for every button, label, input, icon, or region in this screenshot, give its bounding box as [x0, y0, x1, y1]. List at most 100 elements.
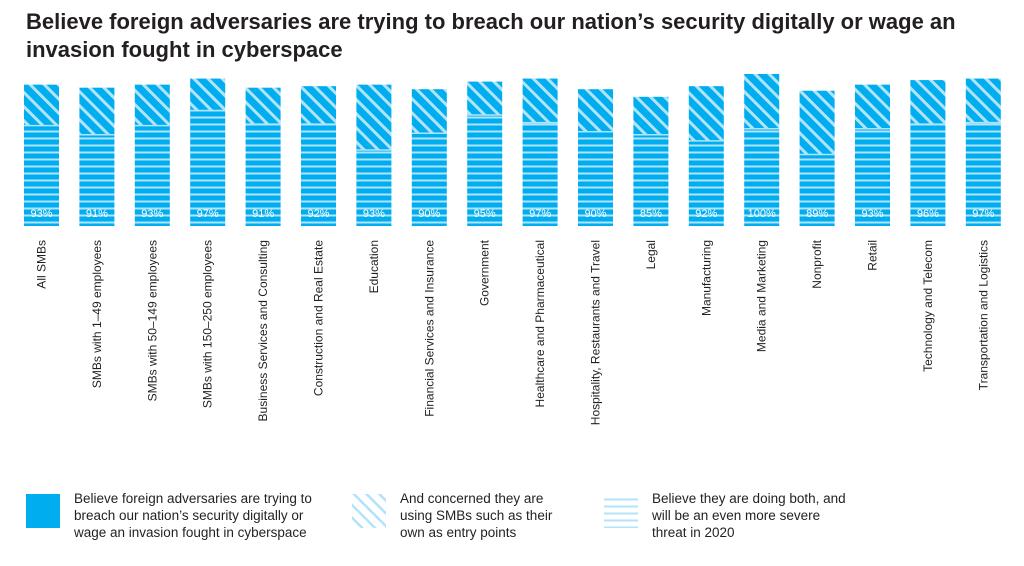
bar-segment-diagonal	[578, 89, 613, 132]
legend-label: Believe foreign adversaries are trying t…	[74, 491, 312, 540]
bar-value-label: 97%	[529, 208, 551, 220]
bar-segment-horizontal	[356, 150, 392, 226]
bar-segment-diagonal	[855, 84, 890, 129]
legend-item-diagonal: And concerned they are using SMBs such a…	[352, 490, 570, 541]
bar-segment-horizontal	[79, 134, 115, 226]
bar-segment-horizontal	[855, 128, 890, 226]
bar-value-label: 93%	[363, 208, 385, 220]
x-tick-label: SMBs with 50–149 employees	[145, 240, 159, 401]
bar-value-label: 97%	[197, 208, 219, 220]
x-tick-label: Construction and Real Estate	[312, 240, 326, 396]
bar-segment-diagonal	[688, 86, 724, 141]
bar-segment-horizontal	[744, 128, 780, 226]
bar-segment-diagonal	[633, 96, 669, 135]
bar-segment-diagonal	[799, 90, 835, 155]
legend-label: Believe they are doing both, and will be…	[652, 491, 846, 540]
legend-item-horizontal: Believe they are doing both, and will be…	[604, 490, 852, 541]
bar-segment-diagonal	[522, 78, 558, 123]
bar-value-label: 97%	[972, 208, 994, 220]
legend-swatch-diagonal	[352, 494, 386, 528]
bar-0: 93%	[24, 84, 59, 226]
bar-1: 91%	[79, 87, 115, 226]
bar-11: 85%	[633, 96, 669, 226]
bar-segment-horizontal	[24, 125, 59, 226]
bar-8: 95%	[467, 81, 503, 226]
legend: Believe foreign adversaries are trying t…	[0, 490, 1024, 566]
bar-segment-horizontal	[245, 124, 281, 226]
x-axis-labels: All SMBs SMBs with 1–49 employees SMBs wit…	[35, 239, 991, 425]
bar-segment-diagonal	[134, 84, 170, 126]
bar-segment-horizontal	[688, 140, 724, 226]
bar-value-label: 92%	[307, 208, 329, 220]
bar-segment-horizontal	[578, 131, 613, 226]
x-tick-label: Financial Services and Insurance	[422, 240, 436, 417]
x-tick-label: Retail	[866, 240, 880, 271]
chart-title: Believe foreign adversaries are trying t…	[26, 9, 956, 62]
x-tick-label: Technology and Telecom	[921, 240, 935, 372]
bar-segment-diagonal	[356, 84, 392, 150]
bar-17: 97%	[965, 78, 1001, 226]
bar-segment-horizontal	[965, 122, 1001, 226]
bar-2: 93%	[134, 84, 170, 226]
bar-segment-horizontal	[522, 122, 558, 226]
bar-segment-diagonal	[24, 84, 59, 126]
bar-4: 91%	[245, 87, 281, 226]
bar-segment-horizontal	[411, 133, 447, 226]
bar-12: 92%	[688, 86, 724, 226]
bar-segment-diagonal	[411, 89, 447, 134]
bar-13: 100%	[744, 74, 780, 226]
legend-item-solid: Believe foreign adversaries are trying t…	[26, 490, 332, 541]
bar-value-label: 93%	[30, 208, 52, 220]
bar-value-label: 93%	[861, 208, 883, 220]
bar-segment-horizontal	[190, 110, 226, 226]
x-tick-label: Transportation and Logistics	[976, 240, 990, 390]
bar-3: 97%	[190, 78, 226, 226]
bar-value-label: 92%	[695, 208, 717, 220]
bar-value-label: 90%	[584, 208, 606, 220]
bar-segment-diagonal	[79, 87, 115, 135]
bar-14: 89%	[799, 90, 835, 226]
bar-segment-diagonal	[301, 86, 336, 125]
bar-segment-horizontal	[633, 134, 669, 226]
bar-segment-horizontal	[910, 124, 946, 226]
bar-value-label: 95%	[474, 208, 496, 220]
x-tick-label: SMBs with 1–49 employees	[90, 240, 104, 388]
bar-16: 96%	[910, 80, 946, 226]
stacked-bar-chart: 93% 91% 93% 97% 91% 92% 93% 90% 95% 97% 90% 85% 92% 1…	[24, 74, 1001, 425]
bar-segment-diagonal	[467, 81, 503, 116]
x-tick-label: Government	[478, 239, 492, 306]
bar-10: 90%	[578, 89, 613, 226]
bar-segment-horizontal	[799, 154, 835, 226]
bar-value-label: 100%	[748, 208, 776, 220]
bar-5: 92%	[301, 86, 336, 226]
bar-segment-diagonal	[190, 78, 226, 111]
bar-value-label: 89%	[806, 208, 828, 220]
x-tick-label: Nonprofit	[810, 239, 824, 288]
bar-segment-diagonal	[744, 74, 780, 129]
x-tick-label: All SMBs	[35, 240, 49, 289]
bar-segment-horizontal	[134, 125, 170, 226]
bar-value-label: 91%	[86, 208, 108, 220]
bar-segment-horizontal	[467, 115, 503, 226]
bars-group: 93% 91% 93% 97% 91% 92% 93% 90% 95% 97% 90% 85% 92% 1…	[24, 74, 1001, 226]
legend-swatch-horizontal	[604, 494, 638, 528]
bar-9: 97%	[522, 78, 558, 226]
bar-segment-diagonal	[245, 87, 281, 125]
bar-segment-diagonal	[910, 80, 946, 125]
bar-15: 93%	[855, 84, 890, 226]
legend-swatch-solid	[26, 494, 60, 528]
x-tick-label: Media and Marketing	[755, 240, 769, 352]
bar-7: 90%	[411, 89, 447, 226]
bar-value-label: 85%	[640, 208, 662, 220]
x-tick-label: Hospitality, Restaurants and Travel	[589, 240, 603, 425]
bar-value-label: 90%	[418, 208, 440, 220]
bar-segment-diagonal	[965, 78, 1001, 123]
bar-segment-horizontal	[301, 124, 336, 226]
legend-label: And concerned they are using SMBs such a…	[400, 491, 553, 540]
bar-value-label: 91%	[252, 208, 274, 220]
bar-6: 93%	[356, 84, 392, 226]
x-tick-label: Business Services and Consulting	[256, 240, 270, 421]
bar-value-label: 93%	[141, 208, 163, 220]
x-tick-label: Legal	[644, 240, 658, 269]
x-tick-label: Education	[367, 240, 381, 293]
